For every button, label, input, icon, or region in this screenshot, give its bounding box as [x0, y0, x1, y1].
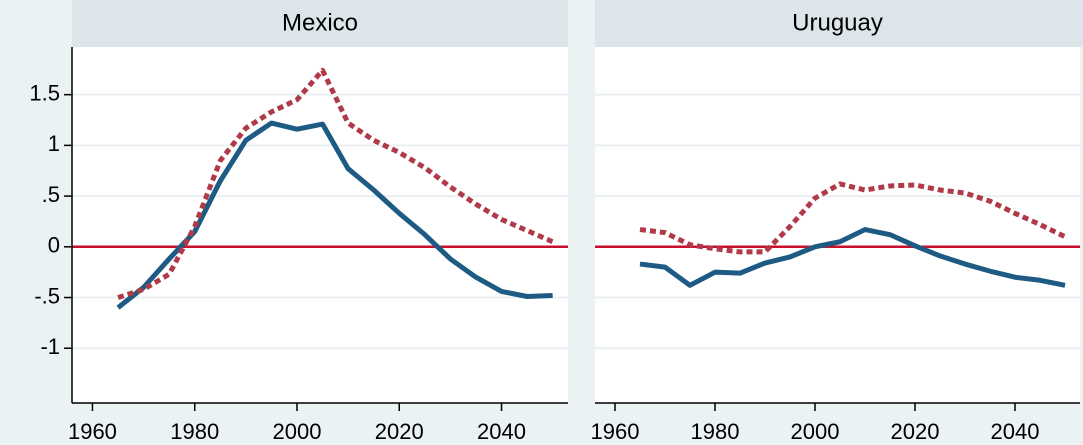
panel-header [595, 0, 1083, 47]
plot-area [595, 47, 1080, 403]
panel-title: Uruguay [792, 9, 883, 36]
y-tick-label: -1 [40, 334, 60, 359]
plot-area [72, 47, 568, 403]
x-tick-label: 2040 [991, 419, 1040, 444]
y-tick-label: 1 [48, 131, 60, 156]
y-tick-label: 1.5 [29, 80, 60, 105]
x-tick-label: 2040 [477, 419, 526, 444]
panel-header [72, 0, 568, 47]
panel-title: Mexico [282, 9, 358, 36]
x-tick-label: 1980 [691, 419, 740, 444]
x-tick-label: 1960 [591, 419, 640, 444]
x-tick-label: 1980 [170, 419, 219, 444]
series-line [117, 67, 554, 300]
x-tick-label: 2000 [791, 419, 840, 444]
x-tick-label: 1960 [68, 419, 117, 444]
x-tick-label: 2020 [891, 419, 940, 444]
series-line [639, 227, 1066, 288]
y-tick-label: .5 [42, 182, 60, 207]
series-line [639, 181, 1067, 255]
x-tick-label: 2000 [273, 419, 322, 444]
y-tick-label: -.5 [34, 283, 60, 308]
x-tick-label: 2020 [375, 419, 424, 444]
y-tick-label: 0 [48, 233, 60, 258]
